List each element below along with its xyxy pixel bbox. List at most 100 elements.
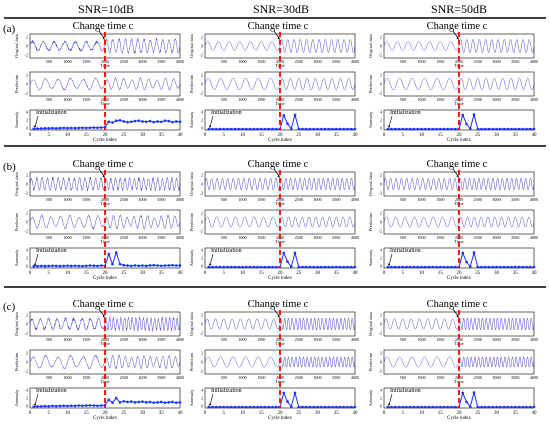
x-tick-label: 1000: [63, 337, 71, 342]
x-tick-label: 3500: [157, 59, 165, 64]
anomaly-series-line: [33, 250, 181, 267]
x-tick-label: 35: [334, 271, 340, 276]
anomaly-point: [129, 400, 133, 403]
anomaly-point: [465, 122, 468, 126]
y-tick-label: -2: [200, 229, 203, 234]
anomaly-point: [401, 405, 405, 409]
y-tick-label: 2: [26, 351, 28, 356]
x-tick-label: 4000: [530, 97, 538, 102]
anomaly-point: [84, 404, 88, 407]
x-tick-label: 1000: [238, 375, 246, 380]
x-tick-label: 0: [29, 271, 32, 276]
x-tick-label: 3500: [511, 375, 519, 380]
anomaly-point: [226, 127, 229, 131]
anomaly-point: [435, 127, 438, 131]
anomaly-point: [528, 127, 532, 131]
anomaly-point: [252, 265, 256, 269]
y-axis-label: Original data: [189, 172, 194, 196]
y-axis-label: Prediction: [14, 74, 19, 93]
anomaly-point: [427, 127, 431, 131]
anomaly-point: [289, 405, 293, 408]
anomaly-point: [316, 127, 319, 131]
y-axis-label: Prediction: [14, 352, 19, 371]
anomaly-point: [297, 265, 301, 269]
anomaly-point: [525, 265, 528, 269]
anomaly-point: [327, 405, 331, 409]
anomaly-point: [472, 391, 476, 394]
anomaly-point: [346, 127, 349, 131]
anomaly-point: [510, 265, 513, 269]
anomaly-point: [498, 405, 502, 409]
y-tick-label: 4: [201, 388, 203, 393]
anomaly-point: [282, 114, 286, 117]
anomaly-point: [148, 264, 152, 267]
x-tick-label: 2500: [474, 235, 482, 240]
x-tick-label: 4000: [176, 375, 184, 380]
anomaly-point: [171, 120, 174, 124]
x-tick-label: 20: [457, 411, 463, 416]
anomaly-point: [412, 265, 416, 269]
x-tick-label: 3000: [138, 197, 146, 202]
anomaly-point: [461, 251, 465, 255]
anomaly-point: [163, 264, 167, 267]
anomaly-point: [54, 126, 58, 130]
anomaly-point: [263, 405, 267, 409]
x-tick-label: 2000: [101, 197, 109, 202]
anomaly-point: [468, 127, 472, 130]
anomaly-point: [301, 127, 304, 131]
x-tick-label: 25: [296, 133, 302, 138]
x-tick-label: 0: [204, 411, 207, 416]
anomaly-series-line: [208, 113, 355, 130]
y-axis-label: Original data: [14, 34, 19, 58]
x-tick-label: 30: [494, 411, 500, 416]
anomaly-point: [342, 405, 346, 409]
x-tick-label: 2500: [474, 97, 482, 102]
anomaly-point: [525, 127, 528, 131]
anomaly-series-line: [387, 112, 534, 130]
x-tick-label: 20: [457, 271, 463, 276]
x-tick-label: 4000: [530, 59, 538, 64]
y-tick-label: 0: [201, 44, 203, 49]
x-tick-label: 1500: [436, 197, 444, 202]
anomaly-series-line: [33, 397, 181, 408]
initialization-label: Initialization: [211, 388, 242, 394]
anomaly-point: [401, 265, 405, 269]
anomaly-point: [319, 265, 323, 269]
x-tick-label: 4000: [351, 337, 359, 342]
change-time-arrow: [273, 30, 280, 39]
anomaly-point: [122, 120, 126, 123]
anomaly-point: [397, 405, 401, 409]
x-tick-label: 3500: [511, 97, 519, 102]
anomaly-point: [222, 127, 226, 131]
anomaly-point: [156, 264, 159, 267]
y-tick-label: 2: [201, 211, 203, 216]
x-tick-label: 2500: [474, 59, 482, 64]
x-tick-label: 1500: [82, 59, 90, 64]
anomaly-point: [39, 404, 43, 408]
x-tick-label: 1000: [417, 375, 425, 380]
x-tick-label: 30: [315, 411, 321, 416]
y-tick-label: 0: [201, 264, 203, 269]
anomaly-point: [334, 405, 338, 409]
y-tick-label: 2: [380, 118, 382, 123]
column-headers: SNR=10dB SNR=30dB SNR=50dB: [78, 2, 487, 16]
x-tick-label: 1500: [257, 375, 265, 380]
initialization-label: Initialization: [36, 388, 67, 394]
anomaly-point: [39, 264, 43, 268]
original-series-line: [204, 38, 356, 54]
x-tick-label: 500: [400, 97, 406, 102]
x-tick-label: 2500: [120, 235, 128, 240]
anomaly-point: [465, 400, 468, 404]
initialization-arrow-head: [387, 263, 391, 266]
anomaly-point: [207, 405, 211, 409]
anomaly-point: [525, 405, 528, 409]
anomaly-point: [148, 119, 152, 123]
x-tick-label: 40: [532, 133, 538, 138]
y-tick-label: -2: [200, 369, 203, 374]
anomaly-point: [47, 126, 51, 130]
y-tick-label: 4: [26, 388, 28, 393]
y-tick-label: -2: [25, 53, 28, 58]
